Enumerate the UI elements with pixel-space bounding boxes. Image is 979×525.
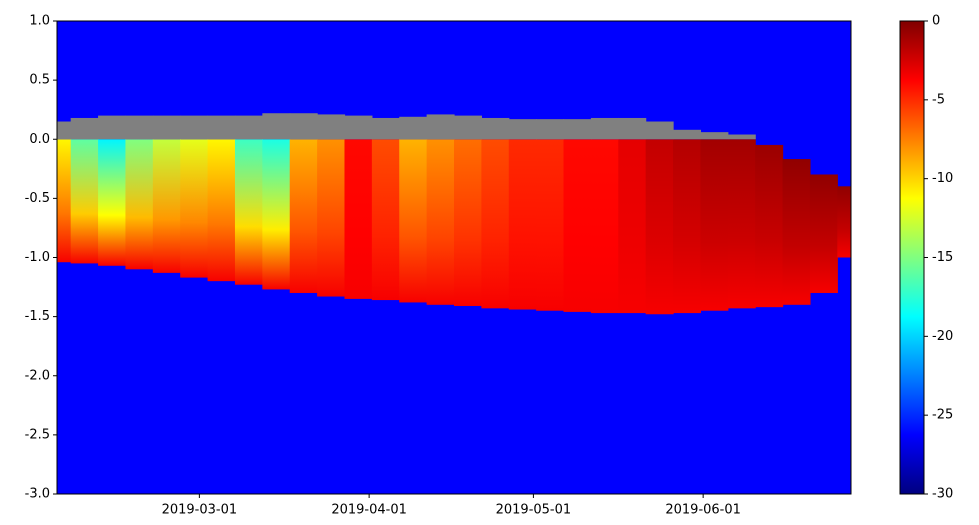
snow-column	[152, 115, 181, 140]
y-tick-label: -2.5	[25, 427, 50, 442]
snow-column	[125, 115, 154, 140]
snow-column	[371, 117, 400, 140]
snow-column	[590, 117, 619, 140]
snow-column	[289, 113, 318, 140]
snow-column	[454, 115, 482, 140]
snow-column	[344, 115, 373, 140]
y-tick-label: -1.5	[25, 309, 50, 324]
x-tick-label: 2019-03-01	[162, 503, 238, 518]
ice-column	[700, 139, 729, 311]
colorbar-tick-label: -25	[932, 408, 953, 423]
y-tick-label: -3.0	[25, 487, 50, 502]
colorbar-tick-label: 0	[932, 14, 940, 29]
snow-column	[618, 117, 647, 140]
ice-column	[317, 139, 346, 297]
ice-column	[481, 139, 510, 309]
ice-column	[262, 139, 291, 290]
ice-column	[755, 145, 784, 308]
snow-column	[98, 115, 127, 140]
y-tick-label: 1.0	[29, 14, 50, 29]
snow-column	[399, 116, 428, 140]
snow-column	[727, 134, 756, 140]
snow-column	[508, 119, 537, 140]
snow-column	[207, 115, 236, 140]
ice-column	[563, 139, 592, 312]
snow-column	[673, 129, 702, 140]
snow-column	[180, 115, 209, 140]
snow-column	[426, 114, 455, 140]
snow-column	[536, 119, 565, 140]
snow-column	[645, 121, 674, 140]
ice-column	[782, 159, 811, 305]
ice-column	[234, 139, 263, 285]
ice-column	[454, 139, 482, 306]
snow-column	[234, 115, 263, 140]
ice-column	[618, 139, 647, 314]
snow-column	[262, 113, 291, 140]
snow-column	[563, 119, 592, 140]
colorbar-tick-label: -15	[932, 250, 953, 265]
y-tick-label: -2.0	[25, 368, 50, 383]
ice-column	[727, 139, 756, 309]
colorbar-tick-label: -30	[932, 487, 953, 502]
ice-column	[289, 139, 318, 293]
ice-column	[57, 139, 72, 263]
ice-column	[809, 174, 838, 293]
snow-column	[481, 117, 510, 140]
colorbar-tick-label: -10	[932, 171, 953, 186]
ice-column	[207, 139, 236, 282]
ice-column	[70, 139, 99, 264]
x-tick-label: 2019-05-01	[496, 503, 572, 518]
ice-column	[344, 139, 373, 299]
ice-column	[590, 139, 619, 314]
ice-column	[645, 139, 674, 315]
snow-column	[57, 121, 72, 140]
ice-column	[536, 139, 565, 311]
ice-column	[98, 139, 127, 266]
x-tick-label: 2019-06-01	[665, 503, 741, 518]
x-tick-label: 2019-04-01	[331, 503, 407, 518]
ice-column	[152, 139, 181, 273]
ice-column	[399, 139, 428, 303]
ice-column	[180, 139, 209, 278]
ice-column	[371, 139, 400, 301]
y-tick-label: -0.5	[25, 191, 50, 206]
colorbar-tick-label: -5	[932, 92, 945, 107]
ice-column	[426, 139, 455, 305]
colorbar	[899, 20, 925, 495]
snow-column	[317, 114, 346, 140]
ice-column	[125, 139, 154, 270]
colorbar-tick-label: -20	[932, 329, 953, 344]
snow-column	[700, 132, 729, 140]
snow-column	[70, 117, 99, 140]
y-tick-label: -1.0	[25, 250, 50, 265]
ice-column	[837, 186, 851, 258]
y-tick-label: 0.5	[29, 73, 50, 88]
ice-column	[508, 139, 537, 310]
ice-column	[673, 139, 702, 314]
y-tick-label: 0.0	[29, 132, 50, 147]
